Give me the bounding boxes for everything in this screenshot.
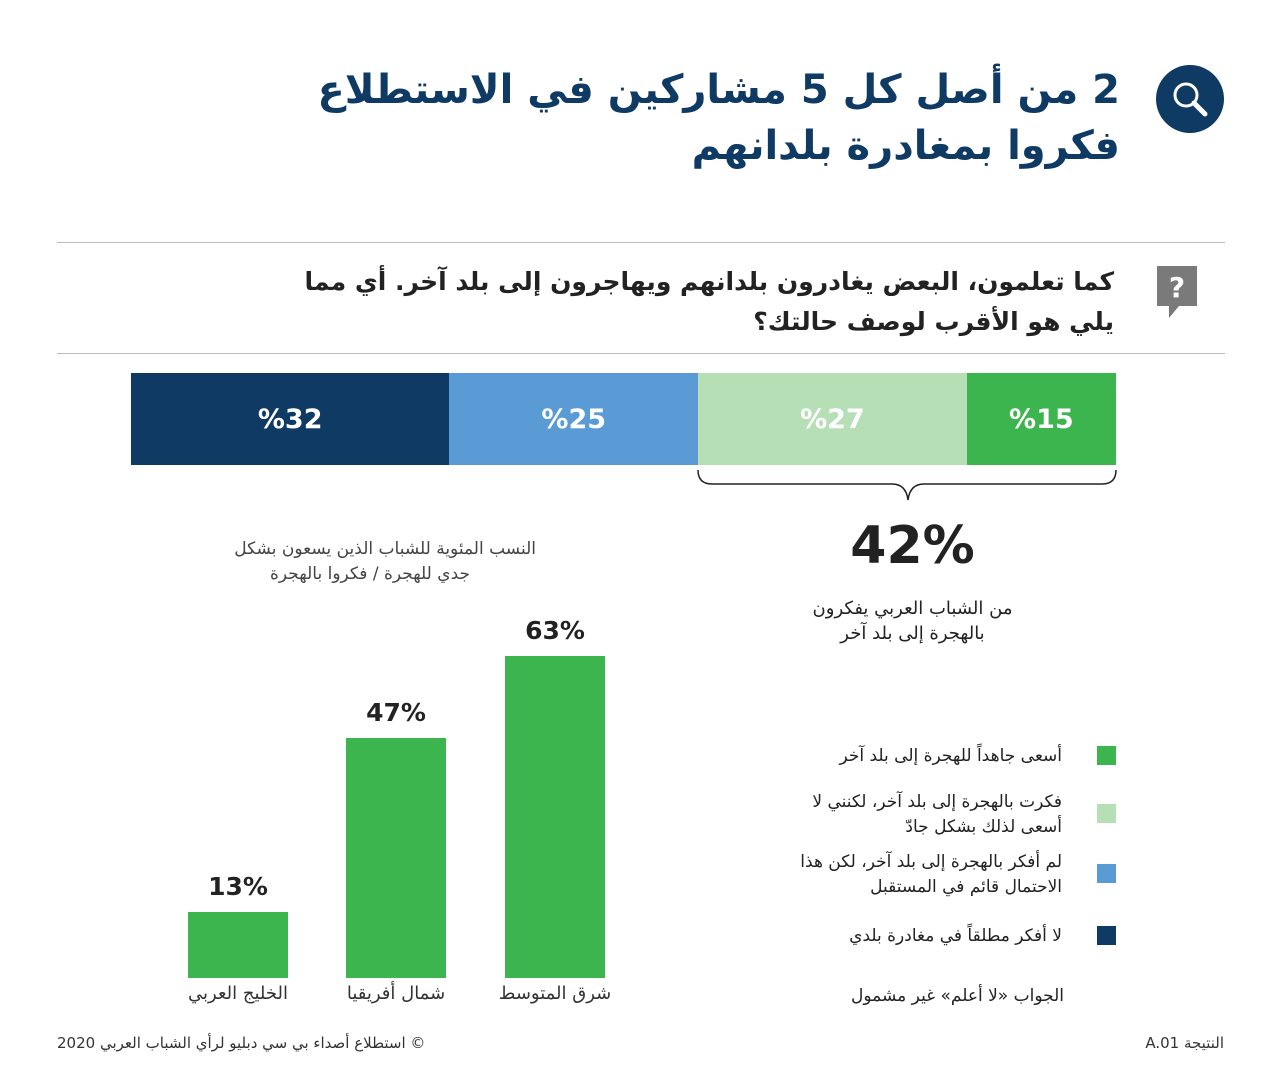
question-text: كما تعلمون، البعض يغادرون بلدانهم ويهاجر… [214,262,1114,342]
stacked-segment: %25 [449,373,699,465]
column-chart-title: النسب المئوية للشباب الذين يسعون بشكل جد… [116,537,536,587]
highlight-line-1: من الشباب العربي يفكرون [812,598,1013,619]
legend-line: لا أفكر مطلقاً في مغادرة بلدي [849,926,1062,946]
highlight-line-2: بالهجرة إلى بلد آخر [840,623,985,644]
column-bar [188,911,288,978]
legend-swatch [1097,746,1116,765]
legend-line: فكرت بالهجرة إلى بلد آخر، لكنني لا [812,792,1062,812]
footer-result-id: النتيجة A.01 [1145,1034,1224,1052]
column-value-label: 47% [366,697,426,727]
column-title-line-2: جدي للهجرة / فكروا بالهجرة [270,564,470,584]
legend-swatch [1097,926,1116,945]
column-category-label: الخليج العربي [188,983,288,1004]
legend-line: الاحتمال قائم في المستقبل [870,877,1062,897]
column-category-label: شمال أفريقيا [346,983,446,1004]
highlight-value: 42% [850,516,975,576]
column-value-label: 13% [208,871,268,901]
highlight-caption: من الشباب العربي يفكرون بالهجرة إلى بلد … [760,596,1065,646]
legend-line: لم أفكر بالهجرة إلى بلد آخر، لكن هذا [800,852,1062,872]
column-title-line-1: النسب المئوية للشباب الذين يسعون بشكل [234,539,536,559]
title-line-2: فكروا بمغادرة بلدانهم [691,123,1120,169]
stacked-segment: %32 [131,373,450,465]
column-category-label: شرق المتوسط [498,983,612,1004]
column-bar [505,656,605,978]
magnifier-icon [1156,65,1224,133]
question-line-2: يلي هو الأقرب لوصف حالتك؟ [753,307,1114,336]
divider [57,242,1225,243]
legend-swatch [1097,864,1116,883]
legend-swatch [1097,804,1116,823]
svg-text:?: ? [1169,271,1185,304]
legend-label: لا أفكر مطلقاً في مغادرة بلدي [742,924,1062,949]
page-title: 2 من أصل كل 5 مشاركين في الاستطلاع فكروا… [220,62,1120,174]
note: الجواب «لا أعلم» غير مشمول [851,986,1064,1006]
column-bar [346,737,446,978]
stacked-segment: %27 [698,373,967,465]
question-icon: ? [1157,266,1197,318]
column-value-label: 63% [525,616,585,645]
segment-label: %15 [1009,403,1074,435]
footer-source: © استطلاع أصداء بي سي دبليو لرأي الشباب … [57,1034,426,1052]
divider [57,353,1225,354]
stacked-segment: %15 [966,373,1116,465]
segment-label: %27 [800,403,865,435]
legend-label: أسعى جاهداً للهجرة إلى بلد آخر [742,744,1062,769]
brace [697,469,1117,501]
segment-label: %25 [541,403,607,435]
legend-label: فكرت بالهجرة إلى بلد آخر، لكنني لا أسعى ل… [742,790,1062,840]
legend-line: أسعى لذلك بشكل جادّ [905,817,1062,837]
title-line-1: 2 من أصل كل 5 مشاركين في الاستطلاع [317,67,1120,113]
segment-label: %32 [257,403,323,435]
legend-line: أسعى جاهداً للهجرة إلى بلد آخر [839,746,1062,766]
question-line-1: كما تعلمون، البعض يغادرون بلدانهم ويهاجر… [304,267,1114,296]
legend-label: لم أفكر بالهجرة إلى بلد آخر، لكن هذا الاح… [742,850,1062,900]
